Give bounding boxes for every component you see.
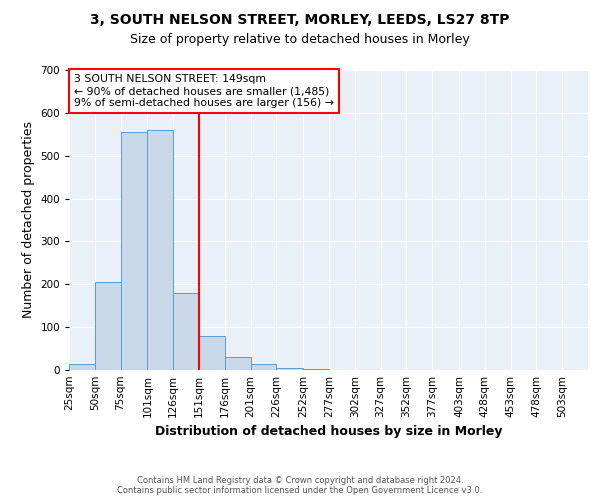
Bar — [199, 336, 225, 370]
Bar — [225, 357, 251, 370]
X-axis label: Distribution of detached houses by size in Morley: Distribution of detached houses by size … — [155, 426, 502, 438]
Bar — [95, 282, 121, 370]
Y-axis label: Number of detached properties: Number of detached properties — [22, 122, 35, 318]
Text: Size of property relative to detached houses in Morley: Size of property relative to detached ho… — [130, 32, 470, 46]
Bar — [69, 364, 95, 370]
Bar — [121, 132, 148, 370]
Bar — [303, 369, 329, 370]
Bar — [277, 368, 303, 370]
Bar — [173, 293, 199, 370]
Text: 3, SOUTH NELSON STREET, MORLEY, LEEDS, LS27 8TP: 3, SOUTH NELSON STREET, MORLEY, LEEDS, L… — [90, 12, 510, 26]
Bar — [251, 364, 277, 370]
Text: Contains HM Land Registry data © Crown copyright and database right 2024.
Contai: Contains HM Land Registry data © Crown c… — [118, 476, 482, 495]
Bar — [148, 130, 173, 370]
Text: 3 SOUTH NELSON STREET: 149sqm
← 90% of detached houses are smaller (1,485)
9% of: 3 SOUTH NELSON STREET: 149sqm ← 90% of d… — [74, 74, 334, 108]
